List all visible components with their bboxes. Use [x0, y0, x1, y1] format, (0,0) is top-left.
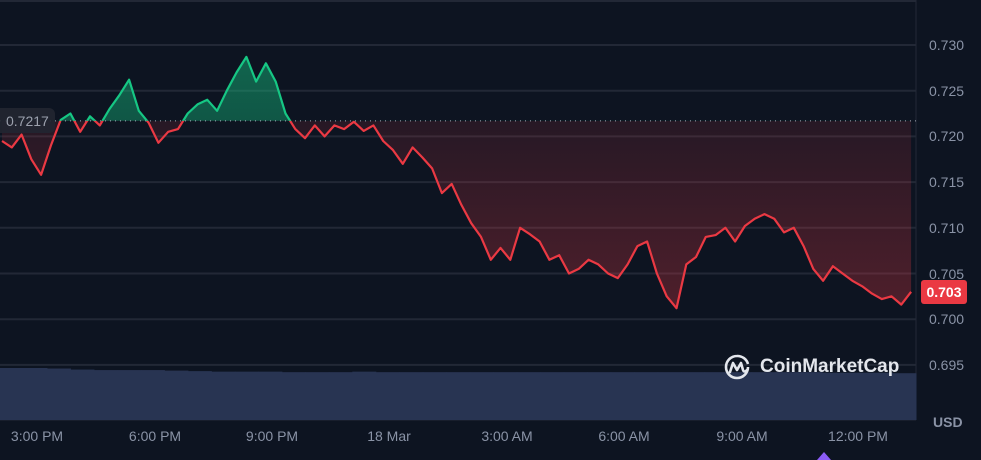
- y-tick-label: 0.725: [929, 82, 965, 99]
- x-tick-label: 18 Mar: [367, 428, 411, 444]
- y-tick-label: 0.700: [929, 311, 965, 328]
- current-price-badge: 0.703: [921, 279, 967, 304]
- area-fills: [2, 56, 912, 309]
- y-tick-label: 0.695: [929, 356, 965, 373]
- y-tick-label: 0.730: [929, 37, 965, 53]
- x-tick-label: 3:00 PM: [10, 428, 64, 444]
- x-tick-label: 6:00 AM: [598, 428, 650, 444]
- x-tick-label: 9:00 PM: [245, 428, 299, 444]
- x-tick-label: 9:00 AM: [716, 428, 768, 444]
- y-tick-label: 0.705: [929, 265, 965, 282]
- gridlines: [0, 0, 916, 366]
- event-marker-icon[interactable]: [817, 452, 831, 460]
- y-tick-label: 0.720: [929, 128, 965, 145]
- x-tick-label: 12:00 PM: [828, 428, 888, 444]
- coinmarketcap-logo-icon: [724, 354, 750, 380]
- coinmarketcap-watermark: CoinMarketCap: [722, 352, 899, 382]
- volume-bars: [0, 368, 917, 420]
- x-tick-label: 3:00 AM: [481, 428, 533, 444]
- x-tick-label: 6:00 PM: [128, 428, 182, 444]
- price-line: [1, 55, 912, 310]
- watermark-text: CoinMarketCap: [760, 356, 900, 377]
- y-tick-label: 0.715: [929, 174, 965, 191]
- currency-label: USD: [933, 414, 963, 430]
- y-tick-label: 0.710: [929, 219, 965, 236]
- open-price-badge: 0.7217: [0, 108, 55, 134]
